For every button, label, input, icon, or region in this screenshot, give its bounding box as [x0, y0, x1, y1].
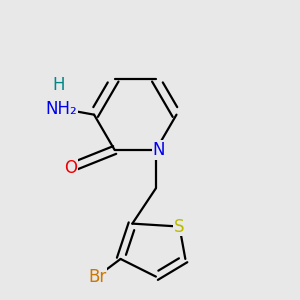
Text: Br: Br — [88, 268, 106, 286]
Text: O: O — [64, 159, 77, 177]
Text: N: N — [153, 141, 165, 159]
Text: S: S — [174, 218, 185, 236]
Text: NH₂: NH₂ — [46, 100, 77, 118]
Text: H: H — [52, 76, 65, 94]
